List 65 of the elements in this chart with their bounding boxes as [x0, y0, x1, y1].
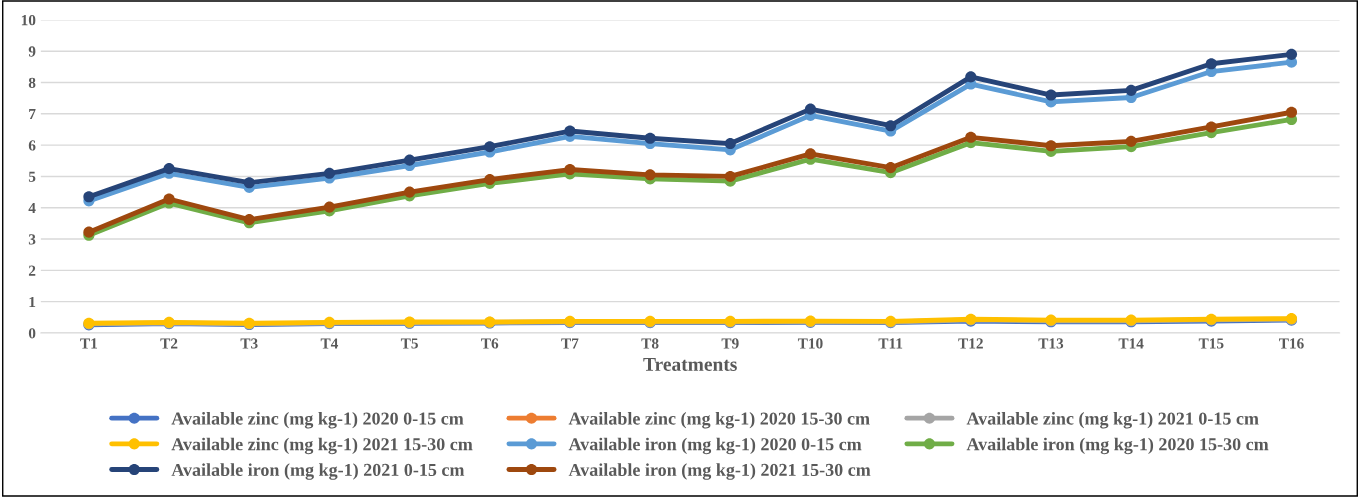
- x-tick-label: T13: [1038, 338, 1064, 349]
- point: [885, 120, 897, 132]
- legend-label: Available iron (mg kg-1) 2020 15-30 cm: [966, 437, 1269, 455]
- point: [804, 103, 817, 115]
- point: [644, 132, 656, 144]
- x-tick-label: T7: [561, 338, 579, 349]
- legend-label: Available iron (mg kg-1) 2020 0-15 cm: [568, 437, 862, 455]
- x-tick-label: T5: [400, 338, 418, 349]
- point: [1125, 135, 1137, 147]
- y-tick-label: 0: [28, 328, 36, 339]
- x-tick-label: T15: [1198, 338, 1224, 349]
- point: [1205, 121, 1217, 133]
- x-tick-label: T12: [958, 338, 983, 349]
- y-tick-label: 8: [28, 77, 36, 88]
- point: [484, 141, 496, 153]
- point: [804, 148, 817, 160]
- y-tick-label: 3: [28, 234, 36, 245]
- point: [163, 193, 175, 205]
- point: [243, 177, 255, 189]
- point: [885, 162, 897, 174]
- y-tick-label: 6: [28, 140, 36, 151]
- y-tick-label: 4: [28, 202, 36, 214]
- point: [323, 201, 335, 213]
- legend-label: Available zinc (mg kg-1) 2020 15-30 cm: [568, 411, 870, 429]
- x-tick-label: T4: [320, 338, 339, 349]
- point: [1045, 140, 1057, 152]
- legend-label: Available iron (mg kg-1) 2021 0-15 cm: [171, 463, 465, 480]
- point: [404, 186, 416, 198]
- x-tick-label: T11: [878, 338, 903, 349]
- point: [965, 131, 977, 143]
- x-axis-title: Treatments: [643, 358, 737, 371]
- point: [564, 163, 576, 176]
- point: [323, 167, 335, 179]
- legend-label: Available zinc (mg kg-1) 2021 15-30 cm: [171, 437, 473, 455]
- legend-label: Available zinc (mg kg-1) 2020 0-15 cm: [171, 411, 464, 429]
- x-tick-label: T2: [160, 338, 178, 349]
- point: [83, 191, 95, 203]
- y-tick-label: 9: [28, 46, 36, 57]
- legend-label: Available zinc (mg kg-1) 2021 0-15 cm: [966, 411, 1259, 429]
- x-tick-label: T16: [1279, 338, 1304, 349]
- point: [163, 163, 175, 175]
- x-tick-label: T6: [481, 338, 499, 349]
- x-tick-label: T9: [721, 338, 739, 349]
- y-tick-label: 10: [21, 15, 36, 26]
- x-tick-label: T8: [641, 338, 659, 349]
- point: [724, 170, 736, 182]
- y-tick-label: 2: [28, 265, 36, 276]
- legend-label: Available iron (mg kg-1) 2021 15-30 cm: [568, 463, 871, 480]
- y-tick-label: 1: [29, 296, 36, 307]
- point: [1125, 84, 1137, 96]
- point: [1285, 48, 1298, 60]
- point: [1205, 58, 1217, 70]
- y-tick-label: 7: [29, 109, 36, 120]
- x-tick-label: T3: [240, 338, 258, 349]
- point: [724, 138, 736, 150]
- point: [965, 71, 977, 83]
- point: [644, 169, 656, 181]
- point: [564, 125, 576, 137]
- point: [404, 154, 416, 166]
- x-tick-label: T10: [797, 338, 823, 349]
- x-tick-label: T1: [80, 338, 98, 349]
- x-tick-label: T14: [1118, 338, 1144, 349]
- y-tick-label: 5: [28, 171, 36, 182]
- point: [1045, 89, 1057, 101]
- point: [1285, 106, 1298, 118]
